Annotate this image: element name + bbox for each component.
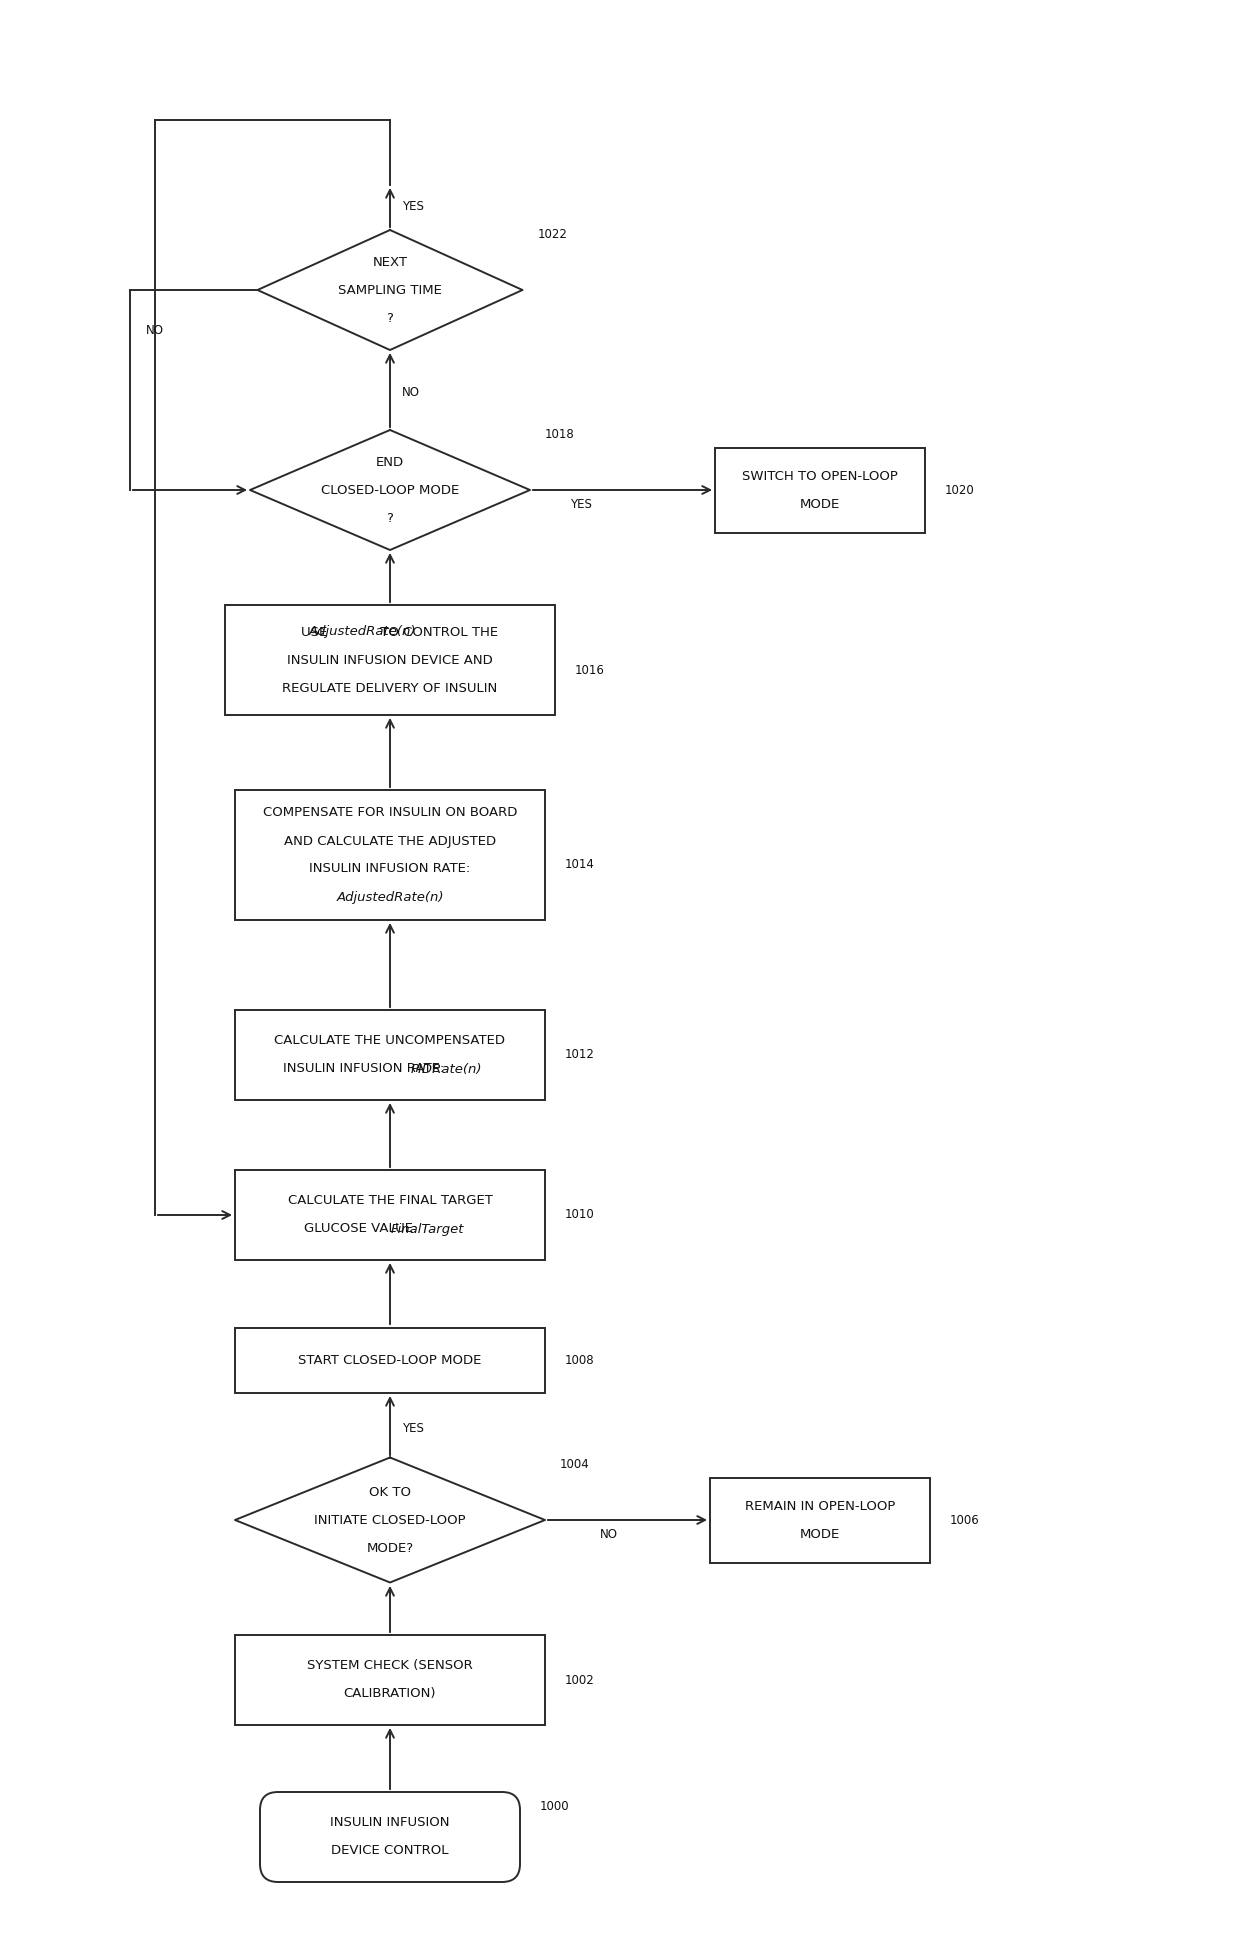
Text: ?: ? [387, 511, 393, 525]
Text: INSULIN INFUSION: INSULIN INFUSION [330, 1817, 450, 1830]
Text: 1020: 1020 [945, 484, 975, 496]
Bar [711, 1478, 930, 1563]
Text: 1002: 1002 [565, 1674, 595, 1687]
Bar [236, 1009, 546, 1100]
Text: AdjustedRate(n): AdjustedRate(n) [336, 891, 444, 903]
Text: NO: NO [402, 385, 420, 399]
Text: MODE?: MODE? [367, 1542, 414, 1555]
Text: 1012: 1012 [565, 1048, 595, 1061]
Text: YES: YES [402, 201, 424, 213]
Text: ?: ? [387, 312, 393, 325]
Text: NO: NO [600, 1528, 618, 1542]
Text: USE: USE [300, 626, 331, 639]
Text: 1014: 1014 [565, 858, 595, 872]
Text: DEVICE CONTROL: DEVICE CONTROL [331, 1844, 449, 1858]
Text: INITIATE CLOSED-LOOP: INITIATE CLOSED-LOOP [314, 1513, 466, 1526]
Text: 1004: 1004 [560, 1459, 590, 1472]
Text: FinalTarget: FinalTarget [391, 1222, 464, 1236]
Text: 1018: 1018 [546, 428, 575, 442]
Bar [224, 604, 556, 715]
Text: 1000: 1000 [539, 1801, 569, 1813]
Text: AND CALCULATE THE ADJUSTED: AND CALCULATE THE ADJUSTED [284, 835, 496, 848]
Text: CALIBRATION): CALIBRATION) [343, 1687, 436, 1701]
Text: SAMPLING TIME: SAMPLING TIME [339, 283, 441, 296]
Text: END: END [376, 455, 404, 469]
Text: 1006: 1006 [950, 1513, 980, 1526]
Text: PIDRate(n): PIDRate(n) [412, 1063, 482, 1075]
Text: REGULATE DELIVERY OF INSULIN: REGULATE DELIVERY OF INSULIN [283, 682, 497, 695]
Text: INSULIN INFUSION RATE:: INSULIN INFUSION RATE: [283, 1063, 448, 1075]
Text: COMPENSATE FOR INSULIN ON BOARD: COMPENSATE FOR INSULIN ON BOARD [263, 806, 517, 819]
Text: TO CONTROL THE: TO CONTROL THE [376, 626, 498, 639]
Bar [715, 447, 925, 533]
Text: GLUCOSE VALUE:: GLUCOSE VALUE: [304, 1222, 422, 1236]
Text: 1010: 1010 [565, 1209, 595, 1222]
Text: CLOSED-LOOP MODE: CLOSED-LOOP MODE [321, 484, 459, 496]
Text: 1016: 1016 [575, 664, 605, 676]
Text: REMAIN IN OPEN-LOOP: REMAIN IN OPEN-LOOP [745, 1499, 895, 1513]
Text: 1008: 1008 [565, 1354, 595, 1366]
Text: INSULIN INFUSION DEVICE AND: INSULIN INFUSION DEVICE AND [288, 653, 492, 666]
Bar [236, 790, 546, 920]
Text: YES: YES [402, 1422, 424, 1435]
Text: 1022: 1022 [537, 229, 568, 242]
Bar [236, 1327, 546, 1393]
Bar [236, 1170, 546, 1259]
Text: OK TO: OK TO [370, 1486, 410, 1499]
Text: YES: YES [570, 498, 591, 511]
Text: INSULIN INFUSION RATE:: INSULIN INFUSION RATE: [309, 862, 471, 876]
Text: MODE: MODE [800, 1528, 841, 1540]
Bar [236, 1635, 546, 1726]
Text: NO: NO [146, 323, 164, 337]
Text: CALCULATE THE FINAL TARGET: CALCULATE THE FINAL TARGET [288, 1195, 492, 1207]
Text: AdjustedRate(n): AdjustedRate(n) [309, 626, 417, 639]
Text: SWITCH TO OPEN-LOOP: SWITCH TO OPEN-LOOP [742, 469, 898, 482]
Text: CALCULATE THE UNCOMPENSATED: CALCULATE THE UNCOMPENSATED [274, 1034, 506, 1048]
Text: SYSTEM CHECK (SENSOR: SYSTEM CHECK (SENSOR [308, 1660, 472, 1672]
FancyBboxPatch shape [260, 1792, 520, 1883]
Text: NEXT: NEXT [372, 256, 408, 269]
Text: START CLOSED-LOOP MODE: START CLOSED-LOOP MODE [299, 1354, 481, 1366]
Text: MODE: MODE [800, 498, 841, 511]
